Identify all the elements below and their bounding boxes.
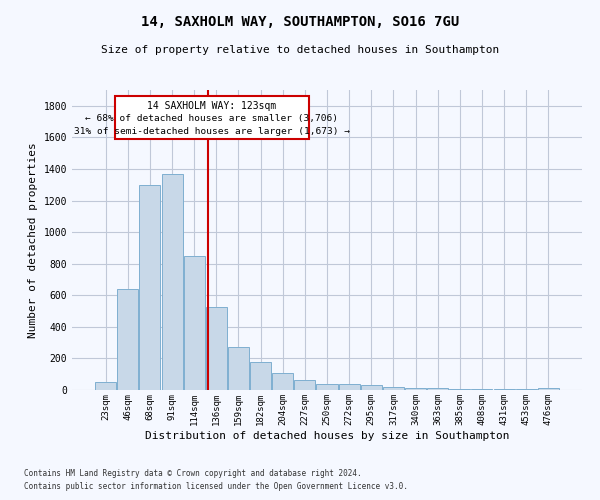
Bar [295, 380, 316, 390]
X-axis label: Distribution of detached houses by size in Southampton: Distribution of detached houses by size … [145, 430, 509, 440]
Bar [250, 362, 271, 390]
FancyBboxPatch shape [115, 96, 309, 139]
Y-axis label: Number of detached properties: Number of detached properties [28, 142, 38, 338]
Text: Contains public sector information licensed under the Open Government Licence v3: Contains public sector information licen… [24, 482, 408, 491]
Text: 31% of semi-detached houses are larger (1,673) →: 31% of semi-detached houses are larger (… [74, 127, 350, 136]
Bar [118, 289, 139, 390]
Bar [338, 384, 359, 390]
Text: Contains HM Land Registry data © Crown copyright and database right 2024.: Contains HM Land Registry data © Crown c… [24, 468, 362, 477]
Bar [139, 184, 160, 390]
Bar [449, 388, 470, 390]
Bar [272, 374, 293, 390]
Text: Size of property relative to detached houses in Southampton: Size of property relative to detached ho… [101, 45, 499, 55]
Bar [538, 388, 559, 390]
Text: 14 SAXHOLM WAY: 123sqm: 14 SAXHOLM WAY: 123sqm [147, 100, 277, 110]
Bar [361, 386, 382, 390]
Bar [316, 384, 338, 390]
Bar [515, 389, 536, 390]
Bar [95, 382, 116, 390]
Bar [494, 389, 515, 390]
Text: 14, SAXHOLM WAY, SOUTHAMPTON, SO16 7GU: 14, SAXHOLM WAY, SOUTHAMPTON, SO16 7GU [141, 15, 459, 29]
Bar [427, 388, 448, 390]
Bar [383, 387, 404, 390]
Bar [472, 388, 493, 390]
Bar [405, 388, 426, 390]
Bar [184, 256, 205, 390]
Bar [228, 346, 249, 390]
Bar [161, 174, 182, 390]
Text: ← 68% of detached houses are smaller (3,706): ← 68% of detached houses are smaller (3,… [85, 114, 338, 124]
Bar [206, 307, 227, 390]
